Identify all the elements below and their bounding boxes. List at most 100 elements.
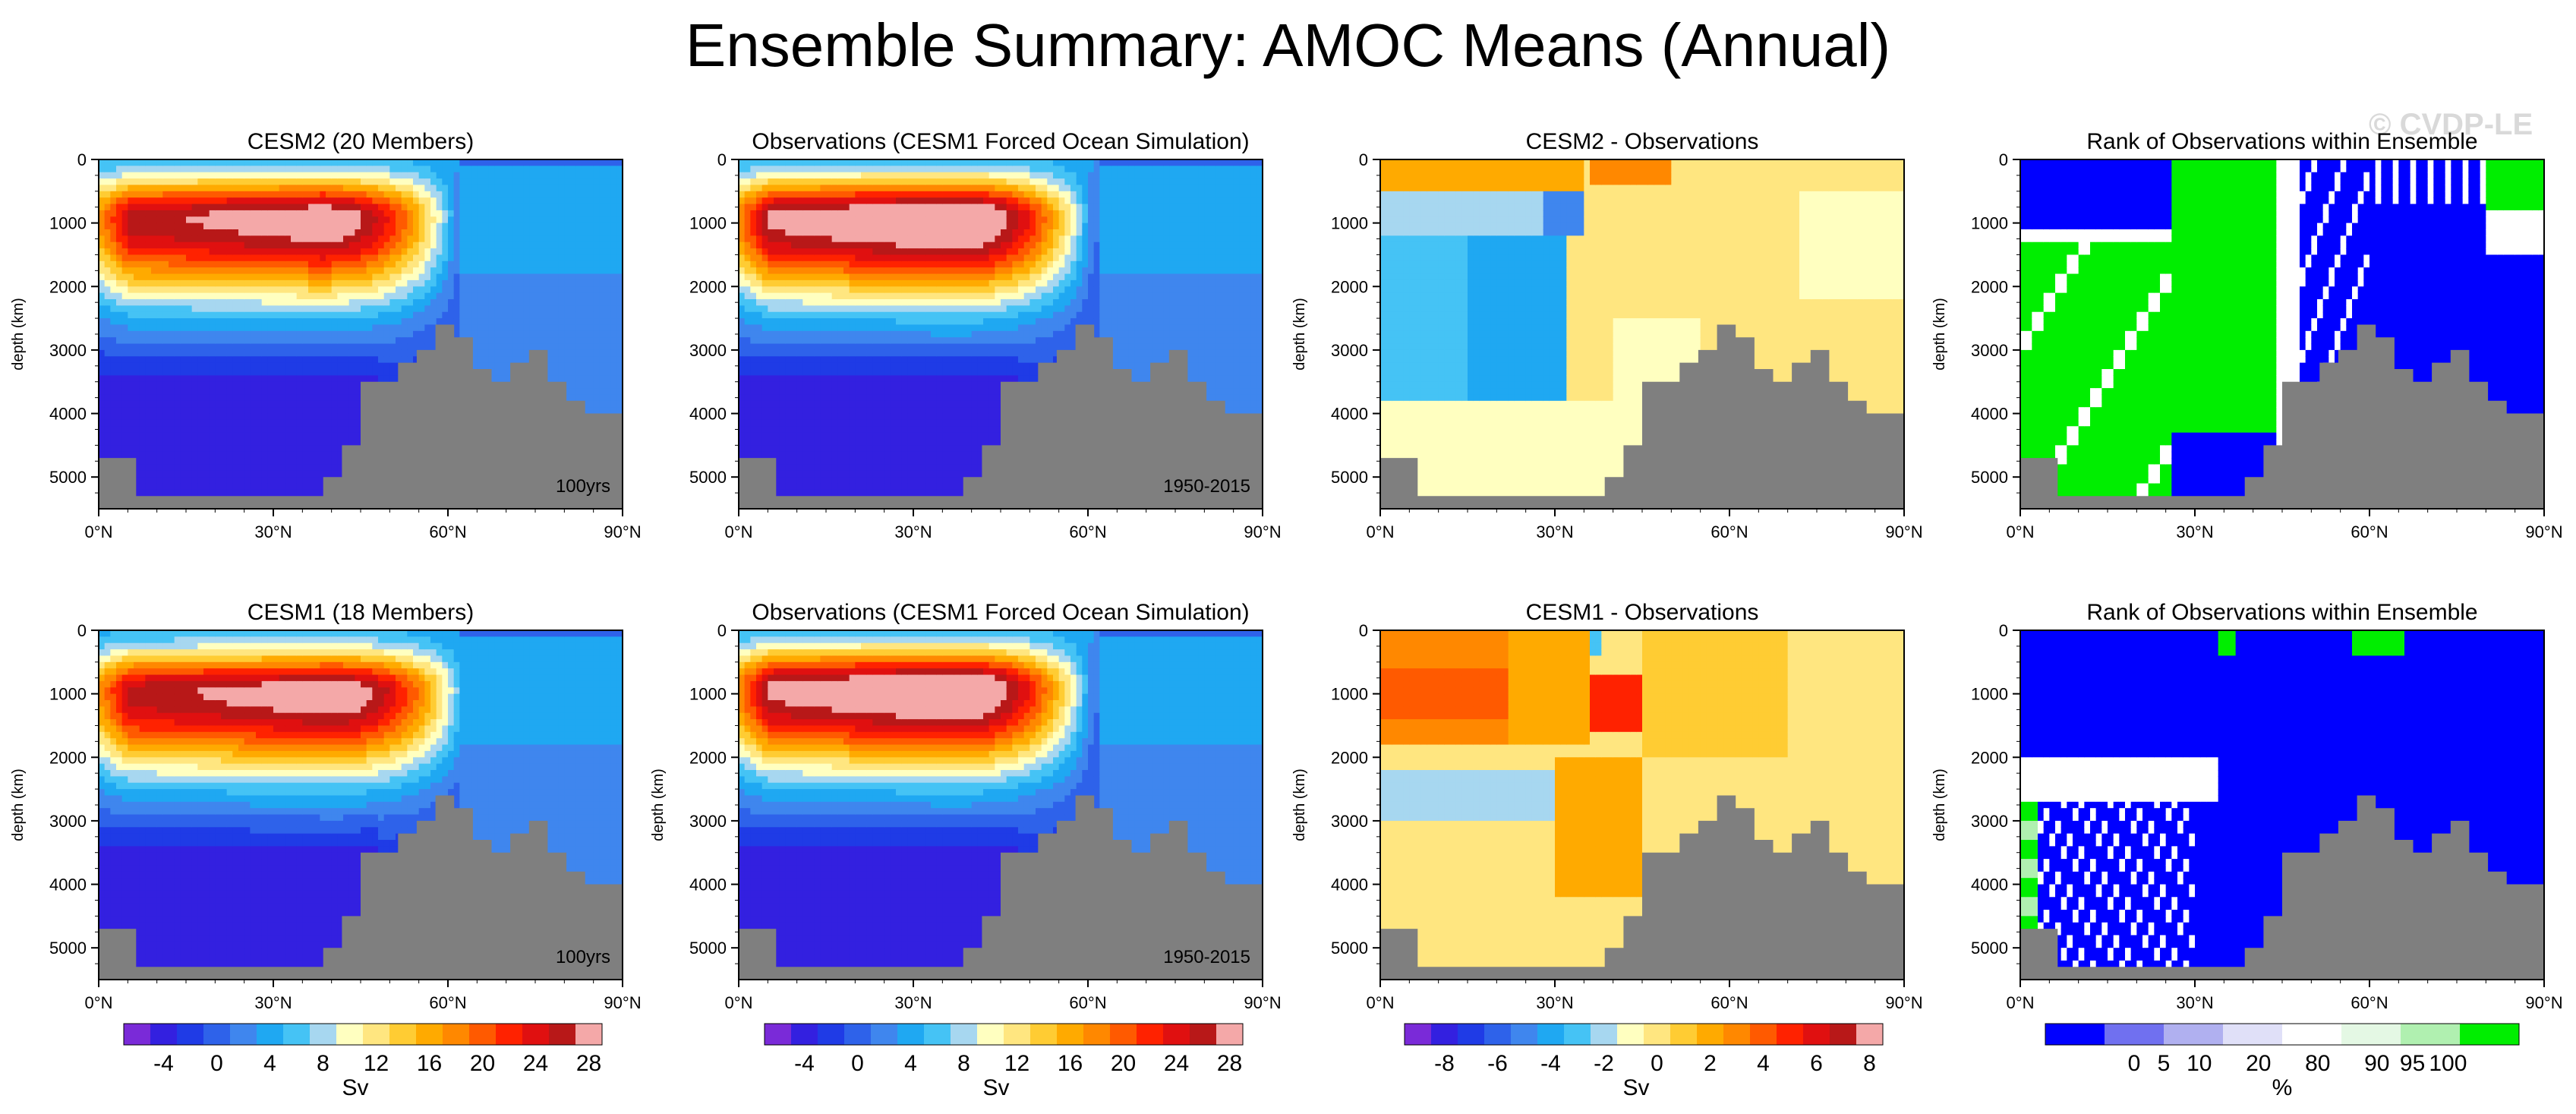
field-cell bbox=[203, 241, 210, 249]
field-cell bbox=[302, 210, 309, 217]
field-cell bbox=[483, 229, 490, 236]
field-cell bbox=[459, 210, 466, 217]
field-cell bbox=[104, 279, 111, 287]
field-cell bbox=[296, 451, 303, 459]
field-cell bbox=[110, 273, 117, 281]
field-cell bbox=[593, 388, 600, 396]
field-cell bbox=[430, 267, 437, 275]
field-cell bbox=[605, 400, 612, 408]
field-cell bbox=[488, 204, 495, 211]
field-cell bbox=[564, 204, 571, 211]
field-cell bbox=[250, 426, 257, 434]
field-cell bbox=[570, 311, 577, 319]
field-cell bbox=[320, 464, 326, 472]
field-cell bbox=[203, 166, 210, 173]
field-cell bbox=[296, 400, 303, 408]
field-cell bbox=[203, 388, 210, 396]
field-cell bbox=[279, 470, 285, 478]
field-cell bbox=[285, 330, 292, 338]
field-cell bbox=[535, 286, 542, 294]
field-cell bbox=[465, 299, 472, 306]
field-cell bbox=[448, 210, 455, 217]
field-cell bbox=[261, 254, 268, 262]
field-cell bbox=[267, 286, 274, 294]
field-cell bbox=[302, 248, 309, 256]
field-cell bbox=[151, 470, 158, 478]
field-cell bbox=[430, 318, 437, 326]
field-cell bbox=[331, 185, 338, 192]
field-cell bbox=[326, 241, 333, 249]
field-cell bbox=[448, 178, 455, 186]
field-cell bbox=[343, 318, 350, 326]
field-cell bbox=[197, 470, 204, 478]
field-cell bbox=[407, 343, 414, 351]
field-cell bbox=[244, 204, 251, 211]
field-cell bbox=[267, 400, 274, 408]
field-cell bbox=[256, 337, 263, 345]
field-cell bbox=[575, 279, 582, 287]
field-cell bbox=[128, 324, 134, 332]
field-cell bbox=[616, 216, 623, 224]
field-cell bbox=[553, 279, 560, 287]
field-cell bbox=[232, 407, 239, 415]
field-cell bbox=[174, 407, 181, 415]
field-cell bbox=[191, 159, 198, 166]
field-cell bbox=[221, 299, 228, 306]
field-cell bbox=[169, 159, 175, 166]
field-cell bbox=[197, 254, 204, 262]
field-cell bbox=[250, 185, 257, 192]
field-cell bbox=[273, 286, 280, 294]
y-tick-label: 0 bbox=[77, 150, 87, 169]
field-cell bbox=[162, 458, 169, 465]
field-cell bbox=[582, 279, 588, 287]
field-cell bbox=[156, 337, 163, 345]
field-cell bbox=[418, 330, 425, 338]
field-cell bbox=[512, 311, 519, 319]
field-cell bbox=[261, 311, 268, 319]
field-cell bbox=[169, 248, 175, 256]
field-cell bbox=[256, 235, 263, 243]
field-cell bbox=[180, 477, 187, 484]
field-cell bbox=[483, 273, 490, 281]
field-cell bbox=[605, 229, 612, 236]
field-cell bbox=[128, 185, 134, 192]
field-cell bbox=[616, 204, 623, 211]
field-cell bbox=[348, 235, 355, 243]
field-cell bbox=[314, 407, 320, 415]
field-cell bbox=[418, 343, 425, 351]
field-cell bbox=[238, 439, 245, 446]
field-cell bbox=[291, 210, 298, 217]
field-cell bbox=[186, 166, 193, 173]
field-cell bbox=[383, 197, 390, 205]
field-cell bbox=[314, 292, 320, 300]
field-cell bbox=[197, 210, 204, 217]
field-cell bbox=[169, 477, 175, 484]
field-cell bbox=[610, 305, 617, 313]
field-cell bbox=[459, 254, 466, 262]
field-cell bbox=[99, 324, 106, 332]
field-cell bbox=[169, 279, 175, 287]
field-cell bbox=[232, 241, 239, 249]
field-cell bbox=[285, 286, 292, 294]
field-cell bbox=[209, 388, 216, 396]
field-cell bbox=[180, 432, 187, 440]
field-cell bbox=[226, 222, 233, 230]
field-cell bbox=[558, 166, 565, 173]
field-cell bbox=[389, 286, 396, 294]
field-cell bbox=[535, 248, 542, 256]
field-cell bbox=[518, 229, 525, 236]
field-cell bbox=[215, 305, 222, 313]
field-cell bbox=[244, 483, 251, 491]
field-cell bbox=[134, 267, 140, 275]
field-cell bbox=[145, 369, 152, 376]
field-cell bbox=[180, 311, 187, 319]
field-cell bbox=[337, 267, 344, 275]
field-cell bbox=[361, 210, 367, 217]
field-cell bbox=[506, 273, 512, 281]
field-cell bbox=[99, 432, 106, 440]
field-cell bbox=[128, 273, 134, 281]
field-cell bbox=[308, 477, 315, 484]
field-cell bbox=[564, 343, 571, 351]
field-cell bbox=[593, 267, 600, 275]
field-cell bbox=[483, 222, 490, 230]
